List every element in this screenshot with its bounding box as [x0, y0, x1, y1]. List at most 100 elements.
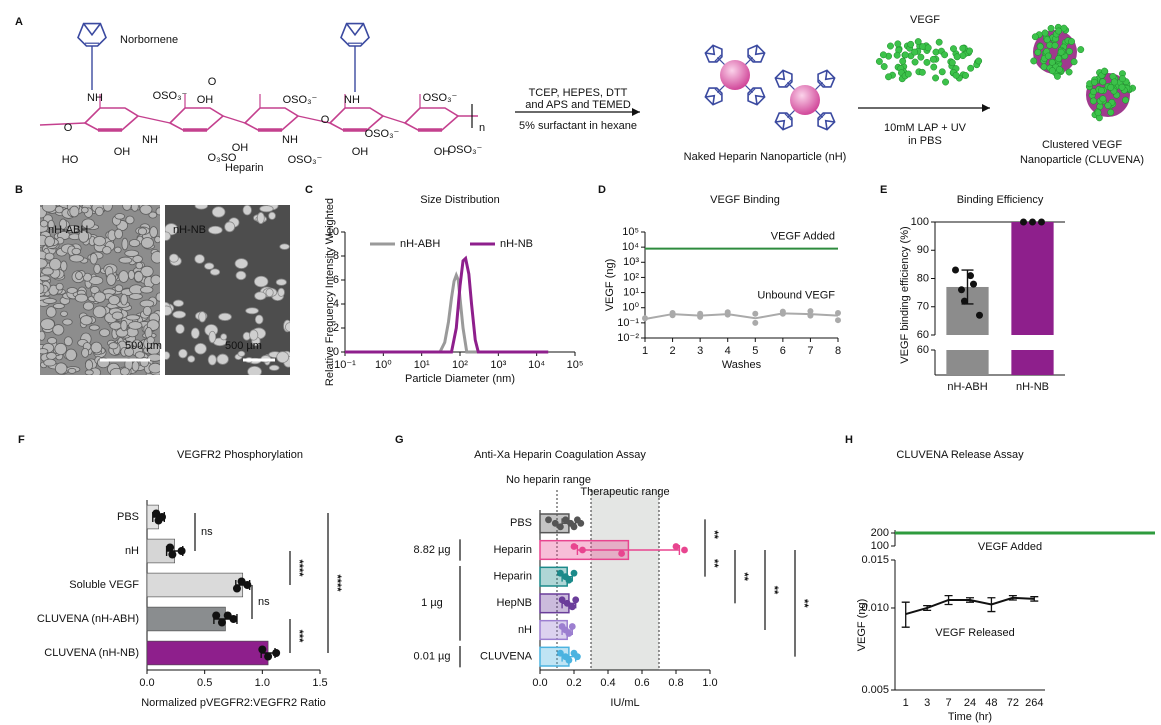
particle: [150, 251, 160, 264]
significance-label: **: [738, 572, 750, 581]
category-label: nH-ABH: [947, 381, 987, 393]
error-bar: [923, 604, 932, 612]
particle: [78, 230, 90, 243]
vegf-dot: [1041, 29, 1049, 37]
series-label: Unbound VEGF: [757, 290, 835, 302]
x-axis-label: Time (hr): [948, 711, 992, 723]
norbornene-icon: [747, 44, 766, 63]
x-tick-label: 10⁵: [567, 359, 584, 371]
series-line: [345, 271, 549, 354]
vegf-dot: [1053, 72, 1061, 80]
arrow-head: [632, 108, 640, 116]
particle: [132, 339, 142, 348]
chart-title: CLUVENA Release Assay: [896, 449, 1024, 461]
structure-label: O: [321, 114, 330, 126]
vegf-dot: [1107, 83, 1115, 91]
y-axis-label: VEGF (ng): [856, 599, 868, 652]
structure-label: NH: [344, 94, 360, 106]
product-label: Naked Heparin Nanoparticle (nH): [684, 151, 847, 163]
particle: [204, 262, 215, 270]
x-axis-label: Normalized pVEGFR2:VEGFR2 Ratio: [141, 697, 326, 709]
vegf-dot: [1065, 68, 1073, 76]
particle: [92, 305, 107, 318]
bar-base: [946, 350, 989, 375]
particle: [122, 205, 132, 211]
structure-label: OSO₃⁻: [283, 94, 318, 106]
vegf-dot: [911, 48, 919, 56]
replicate-point: [835, 317, 841, 324]
panel-letter: D: [598, 184, 606, 196]
particle: [139, 205, 153, 215]
y-tick-label: 10⁵: [622, 226, 639, 238]
vegf-dot: [880, 63, 888, 70]
data-point: [237, 577, 246, 586]
particle: [146, 336, 155, 345]
particle: [45, 306, 57, 318]
error-bar: [576, 545, 681, 555]
particle: [81, 347, 90, 358]
series-line: [644, 312, 839, 320]
data-point: [551, 519, 559, 527]
particle: [120, 293, 128, 306]
data-point: [958, 286, 965, 294]
data-point: [557, 523, 564, 531]
significance-label: **: [798, 599, 810, 608]
category-label: Heparin: [493, 544, 532, 556]
panel-letter: E: [880, 184, 887, 196]
data-point: [166, 543, 175, 552]
particle: [148, 362, 160, 374]
particle: [89, 252, 98, 265]
significance-label: **: [768, 586, 780, 595]
data-point: [563, 599, 571, 607]
condition: in PBS: [908, 135, 942, 147]
particle: [276, 351, 290, 364]
data-point: [572, 596, 580, 604]
vegf-dot: [1040, 63, 1048, 71]
y-tick-label: 60: [917, 329, 929, 341]
x-tick-label: 10³: [490, 359, 506, 371]
particle: [211, 206, 226, 218]
y-tick-label: 6: [333, 274, 339, 286]
particle: [208, 330, 217, 344]
norbornene-icon: [817, 112, 836, 131]
glycosidic-bond: [382, 115, 406, 124]
category-label: CLUVENA (nH-NB): [44, 647, 139, 659]
product-label: Nanoparticle (CLUVENA): [1020, 154, 1144, 166]
particle: [259, 205, 274, 213]
vegf-dot: [1055, 55, 1063, 63]
vegf-dot: [1107, 108, 1115, 116]
x-tick-label: 5: [752, 345, 758, 357]
bridge: [705, 45, 716, 56]
y-tick-label: 0.005: [861, 684, 889, 696]
vegf-dot: [1056, 66, 1063, 73]
particle: [140, 265, 154, 278]
x-tick-label: 1: [642, 345, 648, 357]
category-label: Soluble VEGF: [69, 579, 139, 591]
particle: [133, 271, 144, 283]
x-tick-label: 0.0: [139, 677, 154, 689]
series-label: VEGF Added: [771, 231, 835, 243]
double-bond: [714, 54, 722, 62]
sugar-ring: [168, 107, 225, 131]
particle: [95, 206, 104, 217]
particle: [62, 318, 73, 326]
x-axis-label: IU/mL: [610, 697, 639, 709]
particle: [137, 227, 148, 236]
double-bond: [714, 88, 722, 96]
vegf-dot: [907, 40, 915, 48]
data-point: [568, 623, 576, 630]
vegf-dot: [918, 68, 926, 76]
error-bar: [966, 597, 974, 603]
particle: [93, 235, 106, 247]
particle: [285, 322, 290, 332]
condition: 5% surfactant in hexane: [519, 120, 637, 132]
y-tick-label: 0.015: [861, 554, 889, 566]
vegf-dot: [1077, 46, 1085, 54]
vegf-dot: [1065, 47, 1073, 55]
data-point: [565, 656, 573, 664]
chain-end: [39, 122, 86, 126]
x-tick-label: 10¹: [414, 359, 430, 371]
particle: [124, 249, 139, 257]
vegf-dot: [1068, 37, 1075, 45]
x-tick-label: 48: [985, 697, 997, 709]
